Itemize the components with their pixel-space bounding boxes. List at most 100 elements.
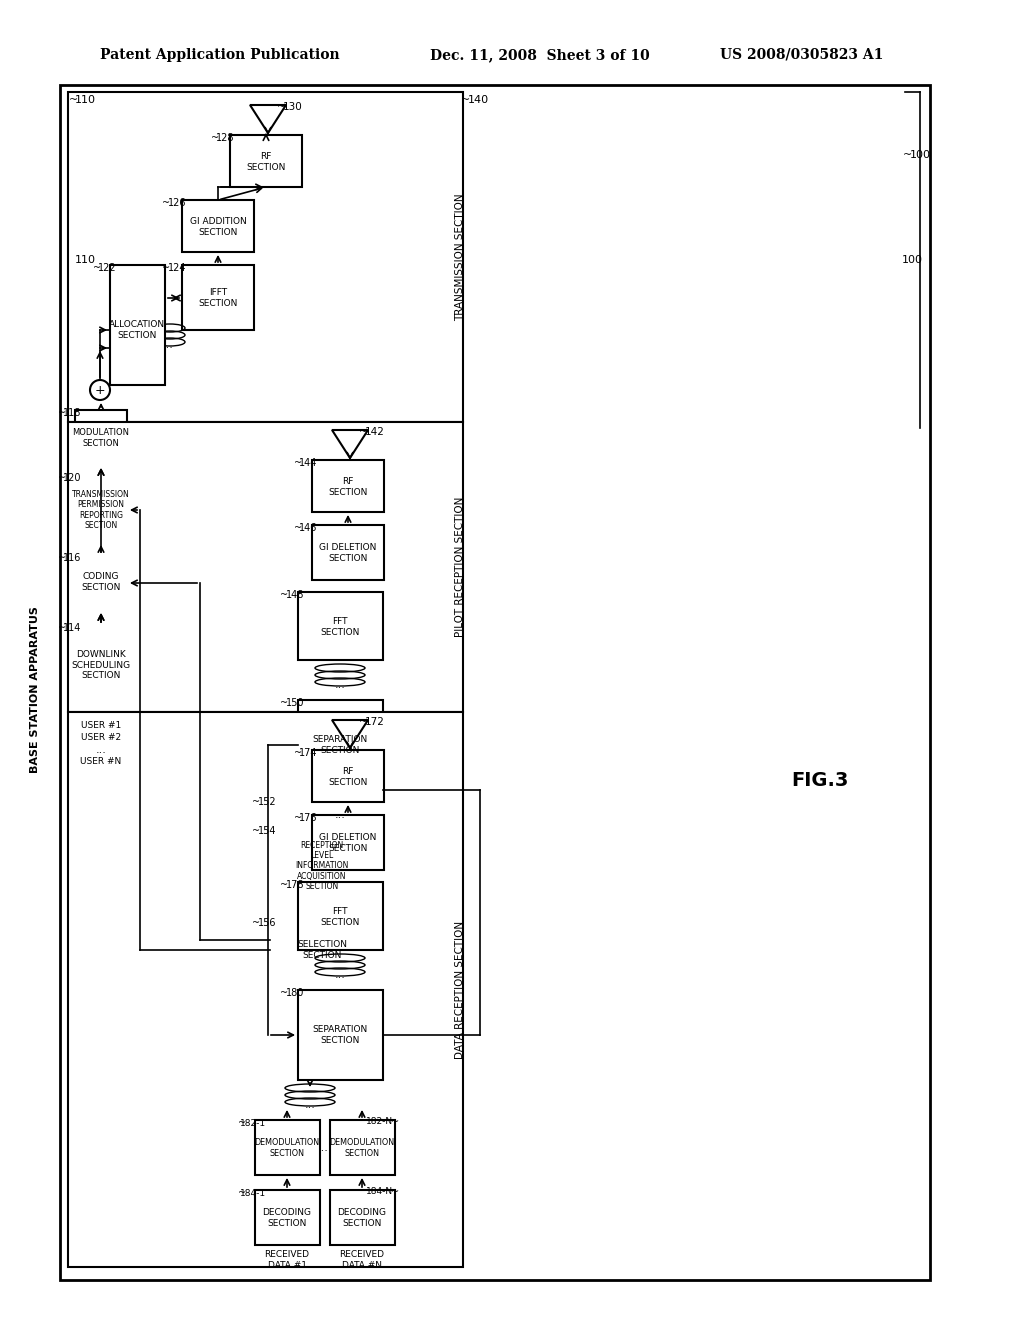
Text: 110: 110 [75,255,95,265]
Bar [182,201,254,252]
Text: ~: ~ [294,748,302,758]
Text: PILOT RECEPTION SECTION: PILOT RECEPTION SECTION [455,496,465,638]
Bar [230,135,302,187]
Text: DOWNLINK
SCHEDULING
SECTION: DOWNLINK SCHEDULING SECTION [72,651,131,680]
Text: RF
SECTION: RF SECTION [329,478,368,496]
Text: ~: ~ [280,880,288,890]
Text: GI ADDITION
SECTION: GI ADDITION SECTION [189,218,247,236]
Text: DECODING
SECTION: DECODING SECTION [338,1208,386,1228]
Text: ~: ~ [211,133,219,143]
Text: ~: ~ [294,813,302,822]
Bar [75,554,127,610]
Bar [298,990,383,1080]
Text: ~: ~ [238,1118,246,1129]
Text: ~: ~ [252,917,260,928]
Text: DEMODULATION
SECTION: DEMODULATION SECTION [254,1138,319,1158]
Text: RF
SECTION: RF SECTION [329,767,368,787]
Text: USER #2: USER #2 [81,734,121,742]
Text: ~: ~ [280,987,288,998]
Text: ~: ~ [280,698,288,708]
Text: 180: 180 [286,987,304,998]
Bar [312,525,384,579]
Text: ~: ~ [294,458,302,469]
Text: ...: ... [95,744,106,755]
Bar [330,1119,395,1175]
Text: 110: 110 [75,95,95,106]
Text: ...: ... [335,970,345,979]
Text: ~: ~ [903,150,912,160]
Text: 118: 118 [62,408,81,418]
Text: 172: 172 [366,717,385,727]
Bar [110,265,165,385]
Bar [312,750,384,803]
Text: GI DELETION
SECTION: GI DELETION SECTION [319,544,377,562]
Text: GI DELETION
SECTION: GI DELETION SECTION [319,833,377,853]
Text: ~: ~ [276,102,286,112]
Text: Dec. 11, 2008  Sheet 3 of 10: Dec. 11, 2008 Sheet 3 of 10 [430,48,650,62]
Text: 140: 140 [467,95,488,106]
Text: 126: 126 [168,198,186,209]
Text: FFT
SECTION: FFT SECTION [321,907,359,927]
Bar [255,1119,319,1175]
Text: ~: ~ [294,523,302,533]
Text: ~: ~ [358,426,368,437]
Text: DATA RECEPTION SECTION: DATA RECEPTION SECTION [455,921,465,1059]
Text: 124: 124 [168,263,186,273]
Text: SELECTION
SECTION: SELECTION SECTION [297,940,347,960]
Text: 100: 100 [901,255,923,265]
Bar [182,265,254,330]
Text: ~: ~ [93,263,101,273]
Text: RECEPTION
LEVEL
INFORMATION
ACQUISITION
SECTION: RECEPTION LEVEL INFORMATION ACQUISITION … [295,841,349,891]
Text: TRANSMISSION
PERMISSION
REPORTING
SECTION: TRANSMISSION PERMISSION REPORTING SECTIO… [72,490,130,531]
Text: ~: ~ [252,826,260,836]
Text: 130: 130 [283,102,303,112]
Text: +: + [94,384,105,396]
Text: ~: ~ [69,95,78,106]
Text: 182-1: 182-1 [240,1118,266,1127]
Text: 174: 174 [299,748,317,758]
Text: ALLOCATION
SECTION: ALLOCATION SECTION [109,321,165,339]
Bar [298,700,383,789]
Text: FIG.3: FIG.3 [792,771,849,789]
Text: ...: ... [317,1143,329,1152]
Text: RF
SECTION: RF SECTION [247,152,286,172]
Text: ~: ~ [462,95,471,106]
Text: ...: ... [163,341,173,350]
Text: ~: ~ [162,198,170,209]
Text: 128: 128 [216,133,234,143]
Text: 146: 146 [299,523,317,533]
Bar [298,591,383,660]
Text: 176: 176 [299,813,317,822]
Text: 120: 120 [62,473,81,483]
Text: US 2008/0305823 A1: US 2008/0305823 A1 [720,48,884,62]
Text: 122: 122 [97,263,117,273]
Text: 144: 144 [299,458,317,469]
Bar [312,459,384,512]
Bar [298,882,383,950]
Text: 142: 142 [366,426,385,437]
Text: SEPARATION
SECTION: SEPARATION SECTION [312,735,368,755]
Text: 156: 156 [258,917,276,928]
Text: ~: ~ [358,717,368,727]
Text: 150: 150 [286,698,304,708]
Bar [60,84,930,1280]
Text: TRANSMISSION SECTION: TRANSMISSION SECTION [455,193,465,321]
Text: ...: ... [335,680,345,690]
Bar [75,624,127,705]
Text: ~: ~ [238,1188,246,1199]
Text: 100: 100 [909,150,931,160]
Bar [75,475,127,540]
Text: MODULATION
SECTION: MODULATION SECTION [73,428,129,447]
Text: ~: ~ [162,263,170,273]
Bar [270,828,375,903]
Text: ~: ~ [58,408,67,418]
Bar [75,411,127,465]
Text: RECEIVED
DATA #N: RECEIVED DATA #N [340,1250,384,1270]
Text: ~: ~ [58,553,67,564]
Bar [68,711,463,1267]
Text: ~: ~ [58,623,67,634]
Text: 148: 148 [286,590,304,601]
Text: 116: 116 [62,553,81,564]
Text: ~: ~ [58,473,67,483]
Text: ~: ~ [391,1187,399,1197]
